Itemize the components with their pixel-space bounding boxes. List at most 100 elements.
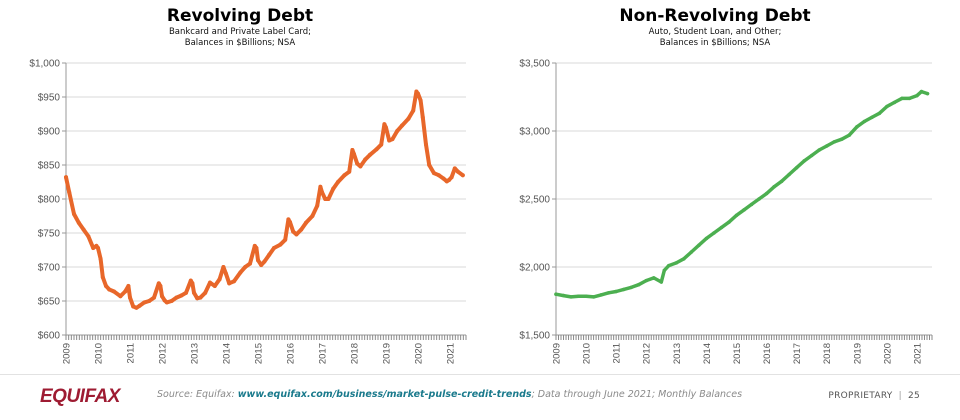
revolving-data-point <box>137 303 142 308</box>
non-revolving-data-point <box>662 268 667 273</box>
non-revolving-data-point <box>591 295 596 299</box>
non-revolving-data-point <box>621 287 626 292</box>
revolving-chart-subtitle: Bankcard and Private Label Card; Balance… <box>140 27 340 49</box>
non-revolving-data-point <box>824 144 829 148</box>
revolving-data-point <box>169 299 174 303</box>
non-revolving-data-point <box>840 137 844 141</box>
non-revolving-ytick-label: $3,000 <box>519 127 550 138</box>
source-link[interactable]: www.equifax.com/business/market-pulse-cr… <box>237 389 532 400</box>
revolving-data-point <box>64 175 68 180</box>
revolving-data-point <box>387 138 392 143</box>
revolving-xtick-label: 2015 <box>254 343 265 364</box>
non-revolving-data-point <box>719 225 724 230</box>
revolving-data-point <box>342 173 347 178</box>
non-revolving-data-point <box>787 172 791 177</box>
revolving-ytick-label: $700 <box>38 263 61 274</box>
revolving-xtick-label: 2014 <box>222 343 233 364</box>
revolving-xtick-label: 2017 <box>318 343 329 364</box>
revolving-data-point <box>400 123 404 128</box>
revolving-data-point <box>406 116 411 121</box>
non-revolving-chart-title: Non-Revolving Debt <box>619 6 811 26</box>
revolving-data-point <box>456 169 460 174</box>
revolving-data-point <box>267 252 272 257</box>
non-revolving-xtick-label: 2021 <box>912 343 923 364</box>
revolving-data-point <box>283 237 288 242</box>
non-revolving-data-point <box>907 96 912 101</box>
revolving-data-point <box>294 232 299 237</box>
non-revolving-xtick-label: 2016 <box>762 343 773 364</box>
non-revolving-data-point <box>925 91 930 96</box>
non-revolving-xtick-label: 2012 <box>642 343 653 364</box>
revolving-data-point <box>355 161 360 166</box>
revolving-data-point <box>382 122 387 127</box>
non-revolving-data-point <box>727 220 731 224</box>
non-revolving-data-point <box>576 294 581 298</box>
revolving-data-point <box>76 220 81 225</box>
revolving-data-point <box>107 287 112 292</box>
page-number: 25 <box>907 391 920 401</box>
revolving-data-point <box>86 234 91 239</box>
revolving-data-point <box>232 279 236 284</box>
non-revolving-data-point <box>832 140 836 144</box>
non-revolving-data-point <box>764 191 769 196</box>
revolving-data-point <box>221 265 226 269</box>
non-revolving-xtick-label: 2014 <box>702 343 713 364</box>
non-revolving-data-point <box>757 197 761 201</box>
revolving-data-point <box>160 294 164 299</box>
revolving-data-point <box>460 173 465 178</box>
non-revolving-data-point <box>569 295 573 299</box>
revolving-ytick-label: $850 <box>38 161 61 172</box>
non-revolving-data-point <box>652 276 656 280</box>
non-revolving-data-point <box>847 133 852 137</box>
non-revolving-data-point <box>659 280 664 284</box>
non-revolving-chart-subtitle: Auto, Student Loan, and Other; Balances … <box>600 27 830 49</box>
revolving-ytick-label: $950 <box>38 93 61 104</box>
non-revolving-xtick-label: 2019 <box>852 343 863 364</box>
non-revolving-data-point <box>712 231 716 235</box>
non-revolving-data-point <box>614 289 618 294</box>
revolving-data-point <box>152 295 156 300</box>
revolving-data-point <box>134 305 139 310</box>
non-revolving-data-point <box>794 165 799 170</box>
revolving-data-point <box>288 220 292 225</box>
revolving-data-point <box>427 163 432 167</box>
non-revolving-data-point <box>900 96 904 101</box>
revolving-xtick-label: 2018 <box>350 343 361 364</box>
revolving-data-point <box>98 256 103 261</box>
revolving-ytick-label: $650 <box>38 297 61 308</box>
revolving-data-point <box>259 262 264 267</box>
non-revolving-data-point <box>749 202 754 207</box>
non-revolving-data-point <box>885 104 889 109</box>
revolving-data-point <box>291 229 296 234</box>
non-revolving-data-point <box>584 294 588 298</box>
revolving-xtick-label: 2010 <box>94 343 105 364</box>
revolving-xtick-label: 2019 <box>382 343 393 364</box>
non-revolving-data-point <box>862 119 867 124</box>
revolving-xtick-label: 2021 <box>446 343 457 364</box>
non-revolving-data-point <box>561 293 566 298</box>
non-revolving-data-point <box>734 213 739 218</box>
non-revolving-data-point <box>870 115 874 120</box>
revolving-data-point <box>395 129 400 133</box>
revolving-xtick-label: 2016 <box>286 343 297 364</box>
revolving-data-point <box>347 169 352 174</box>
proprietary-text: PROPRIETARY <box>828 391 893 401</box>
revolving-data-point <box>179 293 184 298</box>
revolving-data-point <box>384 125 388 130</box>
non-revolving-data-point <box>697 243 701 247</box>
non-revolving-data-point <box>644 278 648 283</box>
revolving-data-point <box>142 300 147 305</box>
revolving-ytick-label: $900 <box>38 127 61 138</box>
revolving-data-point <box>67 190 72 195</box>
revolving-data-point <box>256 258 260 263</box>
revolving-data-point <box>323 197 328 201</box>
revolving-data-point <box>331 186 336 191</box>
source-prefix: Source: Equifax: <box>157 389 238 400</box>
revolving-data-point <box>447 177 452 182</box>
non-revolving-data-point <box>629 285 633 290</box>
non-revolving-ytick-label: $1,500 <box>519 331 550 342</box>
revolving-data-point <box>174 295 179 300</box>
revolving-data-point <box>416 91 420 96</box>
revolving-data-point <box>190 281 195 286</box>
revolving-data-point <box>352 152 356 157</box>
